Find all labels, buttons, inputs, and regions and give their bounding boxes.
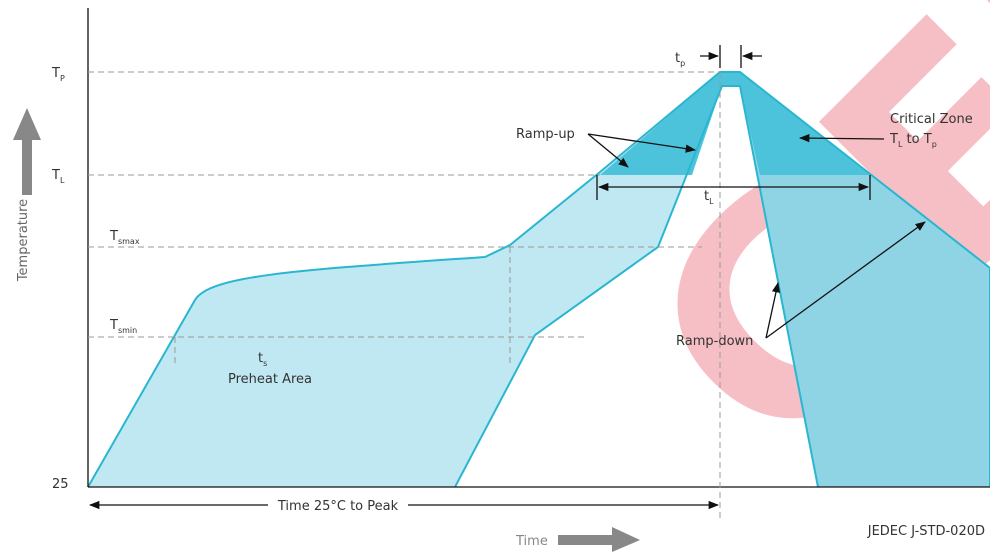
tsmin-main: T [109, 318, 118, 333]
tp-time-label: tp [675, 51, 685, 68]
tl-main: T [51, 168, 60, 183]
cr-s1: L [898, 140, 903, 149]
time-label: Time [515, 534, 548, 549]
critical-zone-label: Critical Zone [890, 112, 973, 127]
tl-time-label: tL [704, 189, 714, 206]
tp-time-sub: p [680, 59, 685, 68]
tsmin-sub: smin [118, 326, 137, 335]
time-arrow [558, 527, 640, 552]
tp-time-main: t [675, 51, 680, 66]
inner-profile [454, 85, 819, 488]
tp-sub: P [60, 74, 65, 83]
base-label: 25 [52, 477, 69, 492]
critical-range-label: TL to Tp [889, 132, 937, 149]
tl-label: TL [51, 168, 65, 185]
ramp-down-label: Ramp-down [676, 334, 753, 349]
ramp-up-label: Ramp-up [516, 127, 575, 142]
ramp-down-arrow [765, 221, 926, 339]
ts-label: ts [258, 351, 267, 368]
standard-label: JEDEC J-STD-020D [867, 524, 985, 539]
ts-main: t [258, 351, 263, 366]
cr-t1: T [889, 132, 898, 147]
tp-label: TP [51, 66, 65, 83]
ramp-up-arrow [587, 133, 629, 168]
tp-main: T [51, 66, 60, 81]
tsmax-label: Tsmax [109, 229, 140, 246]
temperature-arrow [13, 108, 41, 195]
ramp-down-arrow [765, 281, 781, 339]
cr-s2: p [932, 140, 937, 149]
ts-sub: s [263, 359, 267, 368]
critical-zone-left [600, 72, 740, 175]
temperature-label: Temperature [16, 199, 31, 282]
critical-zone-arrow [798, 133, 885, 143]
cooling-region [720, 72, 990, 487]
cr-mid: to T [902, 132, 931, 147]
tl-time-main: t [704, 189, 709, 204]
preheat-label: Preheat Area [228, 372, 312, 387]
tl-sub: L [60, 176, 65, 185]
label-bg [268, 497, 408, 513]
preheat-region [88, 72, 722, 487]
ramp-up-arrow [587, 133, 697, 153]
tsmin-label: Tsmin [109, 318, 137, 335]
time-to-peak-label: Time 25°C to Peak [277, 499, 399, 514]
tl-time-sub: L [709, 197, 714, 206]
outer-profile [87, 71, 990, 488]
tsmax-sub: smax [118, 237, 140, 246]
tsmax-main: T [109, 229, 118, 244]
